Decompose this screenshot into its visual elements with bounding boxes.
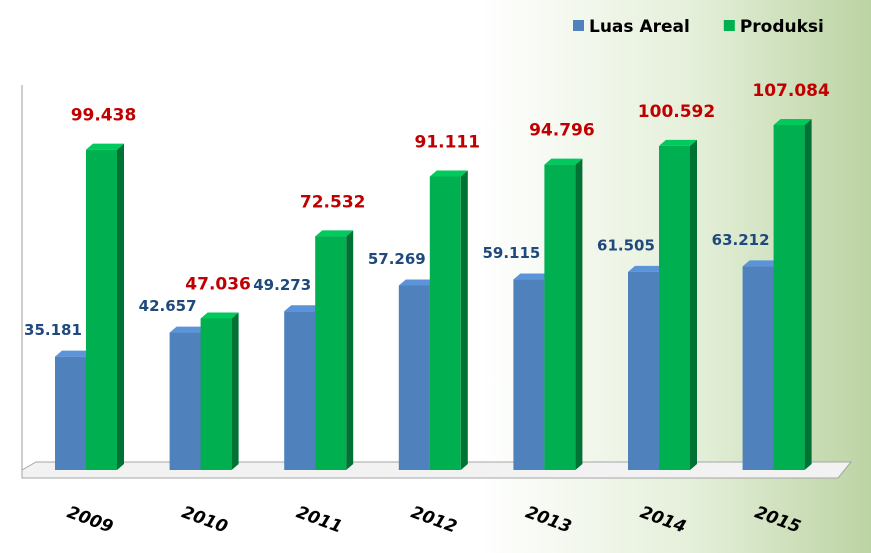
bar xyxy=(430,176,461,470)
legend-swatch xyxy=(724,20,735,31)
data-label: 59.115 xyxy=(482,244,540,262)
bar xyxy=(513,280,544,470)
bar xyxy=(774,125,805,470)
bar xyxy=(55,357,86,470)
data-label: 94.796 xyxy=(529,121,595,141)
bar-side xyxy=(805,119,812,470)
bar xyxy=(659,146,690,470)
bar xyxy=(201,318,232,470)
data-label: 49.273 xyxy=(253,276,311,294)
bar-side xyxy=(690,140,697,470)
data-label: 100.592 xyxy=(638,102,715,122)
legend-swatch xyxy=(573,20,584,31)
bar xyxy=(170,333,201,470)
bar-side xyxy=(232,312,239,470)
data-label: 61.505 xyxy=(597,236,655,254)
bar xyxy=(284,311,315,470)
bar xyxy=(86,150,117,470)
data-label: 47.036 xyxy=(185,274,251,294)
data-label: 107.084 xyxy=(752,81,830,101)
bar-side xyxy=(346,230,353,470)
page: 35.18199.438200942.65747.036201049.27372… xyxy=(0,0,871,553)
data-label: 72.532 xyxy=(300,192,366,212)
data-label: 99.438 xyxy=(71,106,137,126)
bar xyxy=(544,165,575,470)
data-label: 42.657 xyxy=(139,297,197,315)
legend-label: Produksi xyxy=(740,17,824,37)
bar-side xyxy=(117,144,124,470)
data-label: 63.212 xyxy=(712,231,770,249)
bar xyxy=(628,272,659,470)
data-label: 57.269 xyxy=(368,250,426,268)
data-label: 35.181 xyxy=(24,321,82,339)
bar-side xyxy=(575,159,582,470)
bar xyxy=(315,236,346,470)
bar-side xyxy=(461,170,468,470)
bar xyxy=(399,285,430,470)
bar xyxy=(743,266,774,470)
legend-label: Luas Areal xyxy=(589,17,690,37)
chart: 35.18199.438200942.65747.036201049.27372… xyxy=(0,0,871,553)
data-label: 91.111 xyxy=(414,132,480,152)
